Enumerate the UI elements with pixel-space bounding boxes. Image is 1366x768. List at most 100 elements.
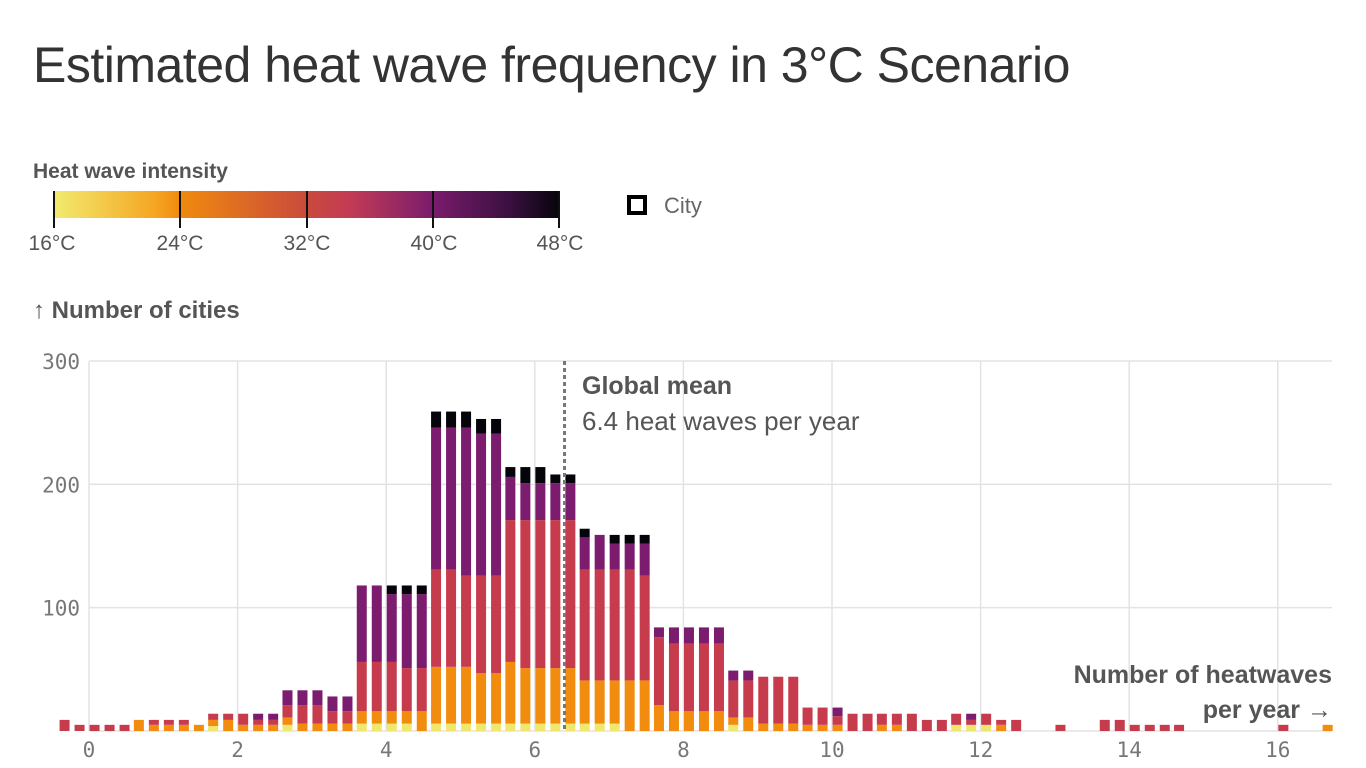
bar-segment-yellow [431, 723, 442, 731]
bar-segment-purple [401, 594, 412, 669]
x-tick-label: 14 [1117, 738, 1142, 762]
bar-segment-black [401, 585, 412, 595]
bar-segment-black [491, 418, 502, 434]
bar-segment-purple [713, 627, 724, 644]
bar-segment-red [446, 569, 457, 667]
legend-tick-label: 24°C [156, 232, 204, 255]
bar-segment-yellow [282, 724, 293, 731]
bar-segment-red [609, 569, 620, 681]
bar-segment-black [476, 418, 487, 434]
bar-segment-black [565, 474, 576, 484]
bar-segment-red [550, 520, 561, 669]
global-mean-annotation-title: Global mean [582, 372, 733, 400]
legend-tick-mark [53, 191, 55, 228]
bar-segment-purple [327, 696, 338, 712]
bar-segment-black [386, 585, 397, 595]
bar-segment-purple [312, 690, 323, 706]
bar-segment-red [431, 569, 442, 667]
bar-segment-purple [609, 543, 620, 570]
bar-segment-red [1278, 724, 1289, 731]
bar-segment-red [1129, 724, 1140, 731]
bar-segment-purple [371, 585, 382, 662]
bar-segment-orange [431, 666, 442, 724]
bar-segment-red [653, 637, 664, 706]
bar-segment-yellow [491, 723, 502, 731]
bar-segment-purple [342, 696, 353, 712]
bar-segment-purple [446, 427, 457, 570]
bar-segment-black [446, 411, 457, 428]
bar-segment-red [238, 713, 249, 725]
bar-segment-yellow [476, 723, 487, 731]
legend-tick-label: 32°C [283, 232, 331, 255]
bar-segment-orange [461, 666, 472, 724]
y-tick-label: 100 [42, 597, 80, 621]
x-axis-title-line1: Number of heatwaves [1073, 661, 1332, 689]
bar-segment-orange [550, 668, 561, 724]
bar-segment-red [416, 668, 427, 712]
bar-segment-yellow [520, 723, 531, 731]
bar-segment-black [639, 534, 650, 544]
bar-segment-orange [446, 666, 457, 724]
bar-segment-red [579, 569, 590, 681]
bar-segment-orange [356, 711, 367, 724]
bar-segment-purple [550, 483, 561, 521]
bar-segment-yellow [505, 723, 516, 731]
bar-segment-orange [342, 723, 353, 731]
bar-segment-purple [268, 713, 279, 720]
bar-segment-red [253, 719, 264, 725]
bar-segment-orange [668, 711, 679, 731]
bar-segment-purple [728, 670, 739, 681]
bar-segment-orange [253, 724, 264, 731]
bar-segment-orange [891, 724, 902, 731]
bar-segment-red [535, 520, 546, 669]
chart-title: Estimated heat wave frequency in 3°C Sce… [33, 37, 1070, 93]
bar-segment-purple [356, 585, 367, 662]
bar-segment-red [401, 668, 412, 712]
bar-segment-red [817, 707, 828, 725]
square-outline-icon [627, 195, 647, 215]
bar-segment-red [1159, 724, 1170, 731]
bar-segment-yellow [565, 723, 576, 731]
x-tick-label: 2 [231, 738, 244, 762]
bar-segment-orange [178, 724, 189, 731]
bar-segment-orange [579, 680, 590, 724]
bar-segment-orange [297, 723, 308, 731]
x-tick-label: 0 [83, 738, 96, 762]
bar-segment-orange [683, 711, 694, 731]
bar-segment-orange [163, 724, 174, 731]
bar-segment-red [520, 520, 531, 669]
x-axis-title-line2: per year → [1202, 696, 1332, 724]
bar-segment-red [624, 569, 635, 681]
bar-segment-orange [773, 723, 784, 731]
bar-segment-orange [386, 711, 397, 724]
bar-segment-purple [505, 476, 516, 521]
bar-segment-red [594, 569, 605, 681]
bar-segment-yellow [594, 723, 605, 731]
bar-segment-orange [565, 668, 576, 724]
legend-tick-mark [306, 191, 308, 228]
x-tick-label: 12 [968, 738, 993, 762]
bar-segment-red [713, 643, 724, 712]
bar-segment-red [966, 719, 977, 725]
bar-segment-orange [876, 724, 887, 731]
bar-segment-orange [148, 724, 159, 731]
bar-segment-purple [431, 427, 442, 570]
bar-segment-red [505, 520, 516, 662]
bar-segment-red [981, 713, 992, 725]
bar-segment-red [1055, 724, 1066, 731]
bar-segment-red [832, 716, 843, 725]
bar-segment-red [639, 575, 650, 681]
bar-segment-purple [253, 713, 264, 720]
bar-segment-purple [476, 433, 487, 576]
bar-segment-red [1099, 719, 1110, 731]
bar-segment-orange [639, 680, 650, 731]
bar-segment-red [683, 643, 694, 712]
city-legend-label: City [664, 193, 702, 218]
x-tick-label: 6 [528, 738, 541, 762]
y-tick-label: 200 [42, 473, 80, 497]
bar-segment-purple [416, 594, 427, 669]
bar-segment-red [208, 713, 219, 720]
bar-segment-orange [505, 661, 516, 724]
bar-segment-orange [416, 711, 427, 731]
